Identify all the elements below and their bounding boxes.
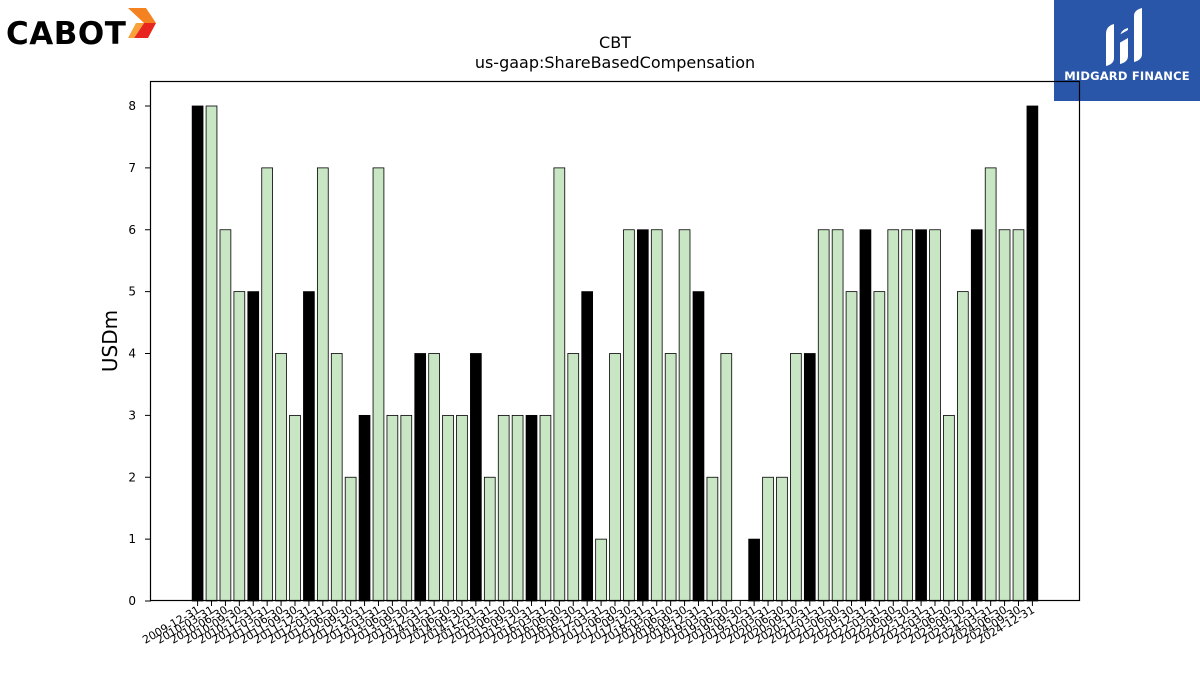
- cabot-logo: CABOT: [4, 4, 164, 54]
- bar-2013-12-31: [414, 353, 427, 602]
- bar-2021-06-30: [831, 229, 844, 602]
- bar-2020-12-31: [803, 353, 816, 602]
- bar-2014-09-30: [456, 414, 468, 602]
- x-axis-ticks: 2009-12-312010-03-312010-06-302010-09-30…: [140, 601, 1037, 647]
- y-tick-label: 3: [128, 408, 136, 422]
- bar-2016-03-31: [539, 414, 552, 602]
- bar-2010-12-31: [247, 291, 260, 602]
- bar-2012-09-30: [344, 476, 357, 602]
- bar-2013-09-30: [400, 414, 413, 602]
- bar-2011-03-31: [261, 167, 273, 602]
- bar-2017-03-31: [595, 538, 607, 602]
- bar-2023-09-30: [957, 291, 969, 602]
- bar-2010-09-30: [233, 291, 246, 602]
- bar-2018-09-30: [678, 229, 691, 602]
- bar-2013-06-30: [386, 414, 399, 602]
- bar-2018-03-31: [650, 229, 663, 602]
- midgard-finance-wordmark: MIDGARD FINANCE: [1064, 69, 1190, 83]
- chart-title: CBT: [599, 33, 631, 52]
- bar-2011-06-30: [275, 353, 287, 602]
- y-tick-label: 0: [128, 594, 136, 608]
- bar-2015-09-30: [511, 414, 524, 602]
- bar-2011-12-31: [303, 291, 315, 602]
- bar-2015-03-31: [483, 476, 496, 602]
- bar-2015-12-31: [525, 414, 538, 602]
- bar-2009-12-31: [191, 105, 204, 602]
- bar-2023-12-31: [970, 229, 983, 602]
- bar-2022-03-31: [873, 291, 886, 602]
- y-tick-label: 4: [128, 347, 136, 361]
- bar-2011-09-30: [289, 414, 301, 602]
- bar-2022-12-31: [915, 229, 927, 602]
- bar-2017-12-31: [637, 229, 649, 602]
- bar-2016-06-30: [553, 167, 566, 602]
- y-axis-ticks: 0 1 2 3 4 5 6 7 8: [128, 99, 151, 608]
- y-tick-label: 5: [128, 285, 136, 299]
- bar-2014-12-31: [470, 353, 482, 602]
- bar-2020-09-30: [790, 353, 802, 602]
- chart-subtitle: us-gaap:ShareBasedCompensation: [475, 53, 755, 72]
- bar-2017-06-30: [609, 353, 621, 602]
- bar-2024-03-31: [984, 167, 997, 602]
- bar-2020-03-31: [762, 476, 774, 602]
- bar-2024-12-31: [1026, 105, 1039, 602]
- y-tick-label: 2: [128, 470, 136, 484]
- bar-2016-09-30: [567, 353, 580, 602]
- cabot-flame-icon: [128, 8, 156, 38]
- y-tick-label: 7: [128, 161, 136, 175]
- bar-2023-06-30: [943, 414, 955, 602]
- bars-group: [191, 105, 1039, 602]
- plot-frame: [149, 80, 1081, 602]
- bar-2021-12-31: [859, 229, 872, 602]
- bar-2014-06-30: [442, 414, 454, 602]
- bar-2015-06-30: [497, 414, 510, 602]
- y-tick-label: 8: [128, 99, 136, 113]
- bar-2018-06-30: [664, 353, 677, 602]
- bar-2021-03-31: [817, 229, 830, 602]
- bar-2024-06-30: [998, 229, 1011, 602]
- bar-2014-03-31: [428, 353, 440, 602]
- bar-2019-06-30: [720, 353, 733, 602]
- bar-2016-12-31: [581, 291, 594, 602]
- cabot-logo-wordmark: CABOT: [6, 16, 127, 52]
- y-tick-label: 6: [128, 223, 136, 237]
- bar-2010-06-30: [219, 229, 232, 602]
- y-axis-label: USDm: [98, 310, 122, 372]
- bar-2019-12-31: [748, 538, 760, 602]
- bar-2022-09-30: [901, 229, 914, 602]
- bar-2021-09-30: [845, 291, 858, 602]
- bar-2013-03-31: [372, 167, 385, 602]
- midgard-pillars-icon: [1106, 8, 1142, 66]
- bar-2022-06-30: [887, 229, 900, 602]
- bar-2024-09-30: [1012, 229, 1025, 602]
- y-tick-label: 1: [128, 532, 136, 546]
- bar-2017-09-30: [623, 229, 635, 602]
- bar-2023-03-31: [929, 229, 941, 602]
- bar-2012-12-31: [358, 414, 371, 602]
- bar-2019-03-31: [706, 476, 719, 602]
- bar-2020-06-30: [776, 476, 788, 602]
- bar-2012-03-31: [316, 167, 329, 602]
- bar-2018-12-31: [692, 291, 705, 602]
- bar-2010-03-31: [205, 105, 218, 602]
- midgard-finance-logo: MIDGARD FINANCE: [1054, 0, 1200, 101]
- bar-2012-06-30: [330, 353, 343, 602]
